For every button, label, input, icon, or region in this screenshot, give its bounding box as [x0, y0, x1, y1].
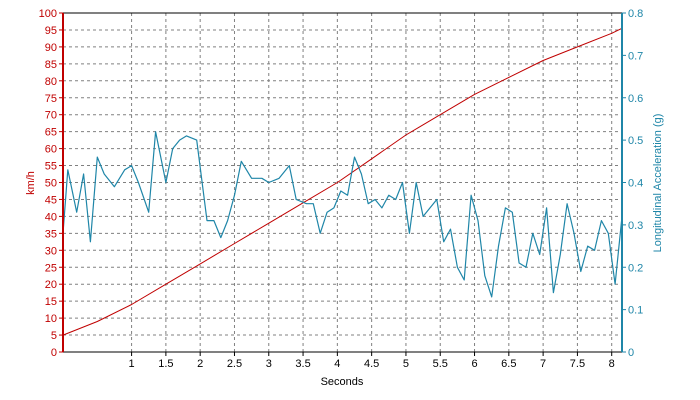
x-tick-label: 5.5 — [433, 358, 448, 370]
x-tick-label: 1.5 — [158, 358, 173, 370]
series-layer — [62, 27, 623, 336]
y-right-tick-label: 0.2 — [628, 262, 643, 274]
y-left-tick-label: 35 — [45, 228, 57, 240]
x-tick-label: 8 — [609, 358, 615, 370]
y-right-tick-label: 0.3 — [628, 220, 643, 232]
y-left-tick-label: 90 — [45, 42, 57, 54]
y-left-tick-label: 95 — [45, 25, 57, 37]
x-tick-label: 6.5 — [501, 358, 516, 370]
y-right-tick-label: 0.8 — [628, 8, 643, 20]
y-right-tick-label: 0 — [628, 347, 634, 359]
y-right-tick-label: 0.6 — [628, 93, 643, 105]
y-left-tick-label: 75 — [45, 93, 57, 105]
x-tick-label: 3.5 — [295, 358, 310, 370]
y-left-tick-label: 65 — [45, 127, 57, 139]
y-left-tick-label: 100 — [39, 8, 57, 20]
y-left-tick-label: 10 — [45, 313, 57, 325]
axes: 1 1.5 2 2.5 3 3.5 4 4.5 5 5.5 6 6.5 7 7.5 805101520253… — [39, 8, 644, 370]
speed-series-line — [62, 27, 623, 336]
x-tick-label: 2 — [197, 358, 203, 370]
x-tick-label: 7 — [540, 358, 546, 370]
x-tick-label: 5 — [403, 358, 409, 370]
y-left-tick-label: 25 — [45, 262, 57, 274]
grid — [63, 12, 622, 353]
y-left-tick-label: 60 — [45, 144, 57, 156]
y-left-tick-label: 5 — [51, 330, 57, 342]
y-left-tick-label: 80 — [45, 76, 57, 88]
y-left-tick-label: 15 — [45, 296, 57, 308]
y-left-tick-label: 30 — [45, 245, 57, 257]
x-axis-title: Seconds — [321, 376, 364, 388]
y-left-axis-title: km/h — [25, 171, 37, 195]
x-tick-label: 4.5 — [364, 358, 379, 370]
x-tick-label: 1 — [129, 358, 135, 370]
y-left-tick-label: 40 — [45, 211, 57, 223]
plot-frame — [63, 12, 622, 353]
x-tick-label: 4 — [334, 358, 340, 370]
y-left-tick-label: 70 — [45, 110, 57, 122]
y-left-tick-label: 20 — [45, 279, 57, 291]
x-tick-label: 6 — [471, 358, 477, 370]
y-left-tick-label: 55 — [45, 161, 57, 173]
y-left-tick-label: 0 — [51, 347, 57, 359]
y-right-tick-label: 0.1 — [628, 305, 643, 317]
x-tick-label: 7.5 — [570, 358, 585, 370]
y-left-tick-label: 85 — [45, 59, 57, 71]
y-left-tick-label: 50 — [45, 178, 57, 190]
x-tick-label: 3 — [266, 358, 272, 370]
y-right-tick-label: 0.5 — [628, 135, 643, 147]
acceleration-series-line — [62, 131, 623, 298]
x-tick-label: 2.5 — [227, 358, 242, 370]
y-right-axis-title: Longitudinal Acceleration (g) — [652, 114, 664, 253]
y-right-tick-label: 0.4 — [628, 178, 643, 190]
y-right-tick-label: 0.7 — [628, 50, 643, 62]
y-left-tick-label: 45 — [45, 194, 57, 206]
